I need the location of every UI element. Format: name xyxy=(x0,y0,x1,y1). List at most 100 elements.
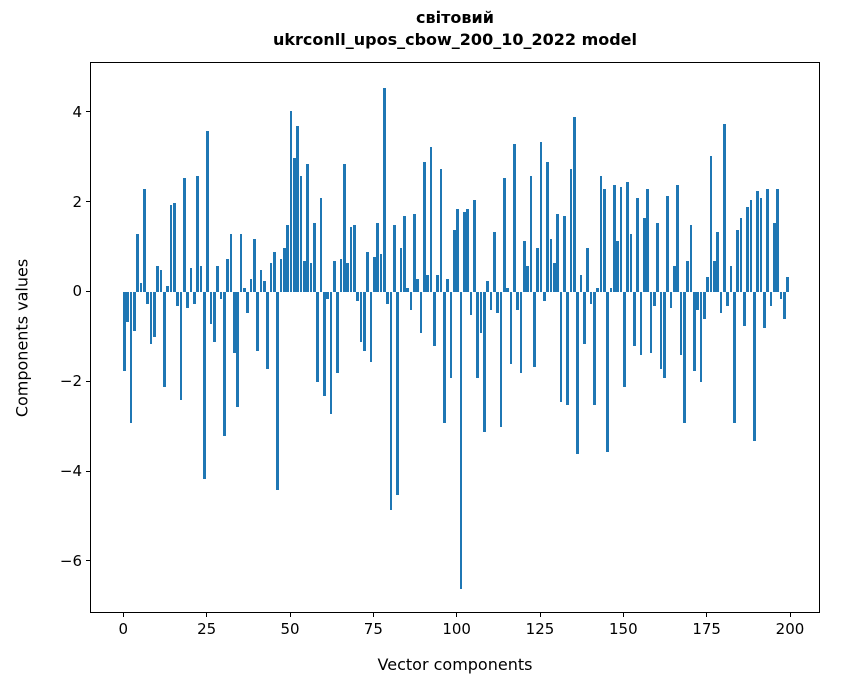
y-tick-mark xyxy=(86,201,90,203)
bar xyxy=(619,186,623,293)
bar xyxy=(453,229,456,293)
bar xyxy=(713,261,716,293)
bar xyxy=(686,261,689,293)
bar xyxy=(173,202,176,293)
bar xyxy=(389,292,393,511)
bar xyxy=(739,218,743,293)
x-tick-mark xyxy=(789,613,791,617)
bar xyxy=(496,292,499,313)
bar xyxy=(213,292,216,342)
bar xyxy=(293,157,296,293)
bar xyxy=(279,258,283,293)
bar xyxy=(366,252,369,293)
bar xyxy=(743,292,746,327)
bar xyxy=(526,265,529,293)
bar xyxy=(729,265,733,293)
bar xyxy=(513,144,516,293)
bar xyxy=(236,292,239,407)
x-tick-label: 150 xyxy=(609,620,638,638)
bar xyxy=(493,231,496,293)
bar xyxy=(326,292,329,300)
bar xyxy=(573,117,576,293)
x-tick-mark xyxy=(289,613,291,617)
bar xyxy=(613,184,616,293)
x-tick-label: 0 xyxy=(118,620,129,638)
bar xyxy=(629,234,633,293)
bar xyxy=(479,292,483,333)
bar xyxy=(759,198,763,293)
bar xyxy=(199,265,203,293)
bar xyxy=(656,222,659,293)
y-tick-label: −6 xyxy=(59,551,82,570)
bar xyxy=(483,292,486,432)
bar xyxy=(566,292,569,405)
y-tick-mark xyxy=(86,560,90,562)
bar xyxy=(243,287,246,293)
x-tick-label: 50 xyxy=(280,620,300,638)
x-tick-mark xyxy=(206,613,208,617)
bar xyxy=(576,292,579,455)
bar xyxy=(309,263,313,293)
bar xyxy=(396,292,399,495)
bar xyxy=(516,292,519,311)
bar xyxy=(273,252,276,293)
bar xyxy=(403,216,406,293)
bar xyxy=(303,261,306,293)
bar xyxy=(269,263,273,293)
bar xyxy=(153,292,156,338)
bar xyxy=(369,292,373,363)
bar xyxy=(399,247,403,293)
bar xyxy=(546,162,549,293)
bar xyxy=(709,155,713,293)
bar xyxy=(283,247,286,293)
bar xyxy=(416,278,419,293)
bar xyxy=(316,292,319,383)
y-tick-mark xyxy=(86,290,90,292)
bar xyxy=(323,292,326,396)
bar xyxy=(653,292,656,306)
bar xyxy=(216,265,219,293)
bar xyxy=(563,216,566,293)
bar xyxy=(536,247,539,293)
bar xyxy=(466,209,469,293)
bar xyxy=(266,292,269,369)
bar xyxy=(439,168,443,293)
bar xyxy=(313,222,316,293)
x-tick-mark xyxy=(539,613,541,617)
y-tick-label: 0 xyxy=(72,282,82,301)
bar xyxy=(746,207,749,293)
bar xyxy=(379,254,383,293)
bar xyxy=(223,292,226,437)
bar xyxy=(689,225,693,293)
bar xyxy=(696,292,699,311)
x-axis-label: Vector components xyxy=(377,655,533,674)
bar xyxy=(486,281,489,293)
bar xyxy=(733,292,736,423)
bar xyxy=(559,292,563,403)
bar xyxy=(233,292,236,354)
bar xyxy=(426,274,429,293)
bar xyxy=(436,274,439,293)
bar xyxy=(786,276,789,293)
bar xyxy=(723,124,726,293)
x-tick-label: 175 xyxy=(692,620,721,638)
bar xyxy=(166,285,169,293)
bar xyxy=(206,130,209,293)
bar xyxy=(469,292,473,315)
x-tick-label: 25 xyxy=(197,620,217,638)
bar xyxy=(603,189,606,293)
bar xyxy=(126,292,129,322)
bar xyxy=(596,287,599,293)
bar xyxy=(679,292,683,356)
y-tick-label: −2 xyxy=(59,372,82,391)
bar xyxy=(716,231,719,293)
bar xyxy=(456,209,459,293)
bar xyxy=(249,278,253,293)
bar xyxy=(649,292,653,354)
bar xyxy=(599,175,603,293)
y-tick-mark xyxy=(86,470,90,472)
bar xyxy=(703,292,706,320)
bar xyxy=(256,292,259,351)
bar xyxy=(349,227,353,293)
